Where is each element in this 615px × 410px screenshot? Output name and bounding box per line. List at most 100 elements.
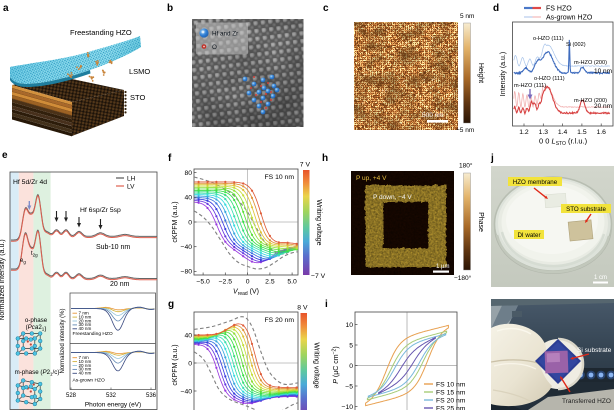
svg-text:528: 528 bbox=[66, 393, 77, 399]
svg-text:i: i bbox=[325, 299, 328, 310]
svg-text:m-HZO (111): m-HZO (111) bbox=[514, 83, 546, 89]
svg-text:10 nm: 10 nm bbox=[79, 359, 92, 364]
svg-text:As-grown HZO: As-grown HZO bbox=[73, 378, 106, 384]
svg-text:1 cm: 1 cm bbox=[594, 275, 607, 281]
svg-text:0: 0 bbox=[349, 363, 353, 370]
svg-text:STO: STO bbox=[130, 93, 145, 102]
svg-text:1.2: 1.2 bbox=[519, 129, 529, 136]
svg-text:Freestanding HZO: Freestanding HZO bbox=[70, 28, 132, 37]
svg-text:5.0: 5.0 bbox=[287, 279, 297, 286]
svg-text:10 nm: 10 nm bbox=[79, 314, 92, 319]
svg-text:FS 20 nm: FS 20 nm bbox=[436, 397, 466, 404]
svg-text:Sub-10 nm: Sub-10 nm bbox=[96, 244, 130, 251]
svg-text:20 nm: 20 nm bbox=[79, 318, 92, 323]
svg-text:FS 20 nm: FS 20 nm bbox=[265, 317, 295, 324]
svg-text:P (µC cm−2): P (µC cm−2) bbox=[332, 346, 341, 383]
svg-text:FS 10 nm: FS 10 nm bbox=[436, 381, 466, 388]
svg-text:m-HZO (200): m-HZO (200) bbox=[574, 98, 607, 104]
svg-text:Normalized intensity (a.u.): Normalized intensity (a.u.) bbox=[0, 239, 6, 320]
svg-text:g: g bbox=[168, 299, 174, 310]
svg-text:FS HZO: FS HZO bbox=[546, 6, 572, 13]
svg-text:10: 10 bbox=[345, 322, 353, 329]
svg-text:20 nm: 20 nm bbox=[79, 363, 92, 368]
svg-text:180°: 180° bbox=[459, 162, 473, 170]
svg-text:eg: eg bbox=[20, 258, 26, 265]
svg-text:O: O bbox=[212, 44, 217, 51]
svg-text:−40: −40 bbox=[180, 388, 192, 395]
svg-text:cKPFM (a.u.): cKPFM (a.u.) bbox=[172, 201, 179, 242]
svg-text:−40: −40 bbox=[180, 244, 192, 251]
svg-text:20 nm: 20 nm bbox=[110, 281, 130, 288]
svg-text:40 nm: 40 nm bbox=[79, 371, 92, 376]
svg-text:0 0 LSTO (r.l.u.): 0 0 LSTO (r.l.u.) bbox=[539, 137, 588, 148]
svg-text:−7 V: −7 V bbox=[311, 273, 326, 280]
svg-text:500 nm: 500 nm bbox=[422, 112, 444, 119]
svg-text:−2.5: −2.5 bbox=[219, 279, 233, 286]
svg-text:HZO membrane: HZO membrane bbox=[513, 179, 558, 186]
svg-text:Writing voltage: Writing voltage bbox=[313, 342, 320, 388]
svg-text:1.4: 1.4 bbox=[558, 129, 568, 136]
svg-text:1.6: 1.6 bbox=[596, 129, 606, 136]
svg-text:0: 0 bbox=[188, 360, 192, 367]
svg-text:Hf 6sp/Zr 5sp: Hf 6sp/Zr 5sp bbox=[80, 207, 121, 214]
svg-text:−5 nm: −5 nm bbox=[456, 127, 474, 134]
svg-text:−5: −5 bbox=[345, 383, 353, 390]
svg-text:P up, +4 V: P up, +4 V bbox=[356, 175, 387, 182]
svg-text:Photon energy (eV): Photon energy (eV) bbox=[85, 402, 141, 409]
svg-text:a: a bbox=[3, 3, 9, 14]
svg-text:h: h bbox=[322, 153, 328, 164]
svg-text:FS 10 nm: FS 10 nm bbox=[265, 174, 295, 181]
svg-text:532: 532 bbox=[106, 393, 117, 399]
svg-text:c: c bbox=[323, 3, 329, 14]
svg-text:10 nm: 10 nm bbox=[594, 68, 612, 75]
svg-text:Si (002): Si (002) bbox=[566, 42, 586, 48]
svg-text:40: 40 bbox=[184, 332, 192, 339]
svg-text:m-phase (P21/c): m-phase (P21/c) bbox=[15, 369, 60, 377]
svg-text:−180°: −180° bbox=[454, 274, 472, 282]
svg-text:Si substrate: Si substrate bbox=[577, 347, 612, 354]
svg-text:−10: −10 bbox=[341, 404, 353, 410]
svg-text:Writing voltage: Writing voltage bbox=[315, 199, 322, 245]
svg-text:Vread (V): Vread (V) bbox=[233, 289, 259, 298]
svg-text:8 V: 8 V bbox=[297, 305, 308, 312]
svg-text:1 µm: 1 µm bbox=[436, 264, 449, 270]
svg-text:5: 5 bbox=[349, 342, 353, 349]
svg-text:1.5: 1.5 bbox=[577, 129, 587, 136]
svg-text:DI water: DI water bbox=[517, 232, 540, 239]
svg-text:7 nm: 7 nm bbox=[79, 311, 89, 316]
svg-text:30 nm: 30 nm bbox=[79, 322, 92, 327]
svg-text:Transferred HZO: Transferred HZO bbox=[562, 398, 611, 405]
svg-text:Phase: Phase bbox=[477, 212, 484, 232]
svg-text:Intensity (a.u.): Intensity (a.u.) bbox=[500, 52, 507, 96]
svg-text:LSMO: LSMO bbox=[129, 67, 150, 76]
svg-text:FS 25 nm: FS 25 nm bbox=[436, 405, 466, 410]
svg-text:f: f bbox=[168, 153, 172, 164]
svg-text:(Pca21): (Pca21) bbox=[26, 324, 47, 333]
svg-text:d: d bbox=[493, 3, 499, 14]
svg-text:cKPFM (a.u.): cKPFM (a.u.) bbox=[172, 344, 179, 385]
svg-text:0: 0 bbox=[188, 219, 192, 226]
svg-text:40: 40 bbox=[184, 195, 192, 202]
svg-text:30 nm: 30 nm bbox=[79, 367, 92, 372]
svg-text:o-HZO (111): o-HZO (111) bbox=[533, 36, 564, 42]
svg-text:j: j bbox=[490, 153, 494, 164]
svg-text:7 V: 7 V bbox=[300, 162, 311, 169]
svg-text:20 nm: 20 nm bbox=[594, 103, 612, 110]
svg-text:LV: LV bbox=[127, 184, 135, 191]
svg-text:m-HZO (200): m-HZO (200) bbox=[574, 60, 607, 66]
svg-text:536: 536 bbox=[146, 393, 157, 399]
svg-text:2.5: 2.5 bbox=[265, 279, 275, 286]
svg-text:−80: −80 bbox=[180, 269, 192, 276]
svg-text:Hf 5d/Zr 4d: Hf 5d/Zr 4d bbox=[13, 179, 47, 186]
svg-text:b: b bbox=[167, 3, 173, 14]
svg-text:40 nm: 40 nm bbox=[79, 326, 92, 331]
svg-text:STO substrate: STO substrate bbox=[566, 206, 606, 213]
svg-text:Freestanding HZO: Freestanding HZO bbox=[73, 331, 113, 337]
svg-text:7 nm: 7 nm bbox=[79, 355, 89, 360]
svg-text:−5.0: −5.0 bbox=[196, 279, 210, 286]
svg-text:0: 0 bbox=[246, 279, 250, 286]
svg-text:80: 80 bbox=[184, 170, 192, 177]
svg-text:t2g: t2g bbox=[31, 251, 38, 258]
svg-text:5 nm: 5 nm bbox=[460, 13, 474, 20]
svg-text:Normalized intensity (%): Normalized intensity (%) bbox=[60, 308, 66, 373]
